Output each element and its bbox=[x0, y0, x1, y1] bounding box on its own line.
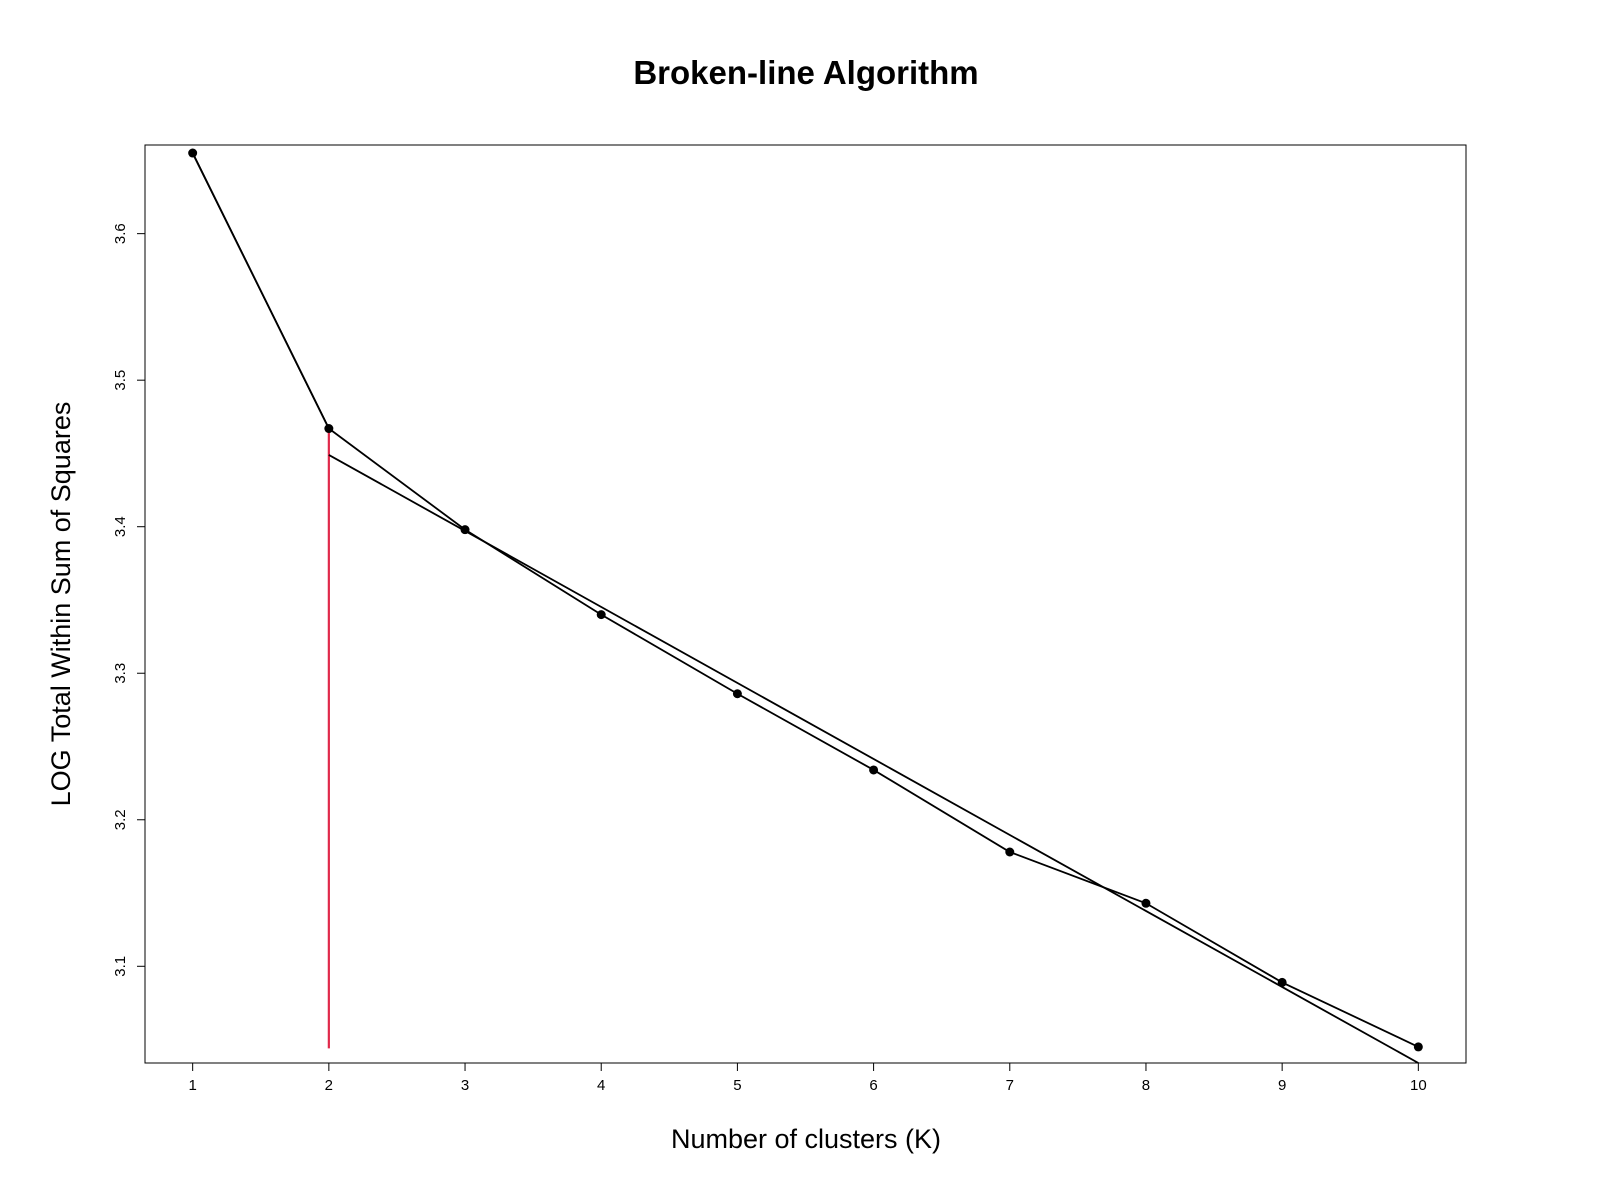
data-point bbox=[1413, 1042, 1423, 1052]
chart-title: Broken-line Algorithm bbox=[633, 54, 978, 91]
x-tick-label: 6 bbox=[869, 1077, 877, 1094]
x-tick-label: 10 bbox=[1410, 1077, 1427, 1094]
x-tick-label: 9 bbox=[1278, 1077, 1286, 1094]
plot-points bbox=[188, 148, 1423, 1052]
data-point bbox=[324, 424, 334, 434]
x-tick-label: 4 bbox=[597, 1077, 605, 1094]
x-tick-label: 8 bbox=[1142, 1077, 1150, 1094]
data-point bbox=[732, 689, 742, 699]
data-point bbox=[188, 148, 198, 158]
x-tick-label: 5 bbox=[733, 1077, 741, 1094]
x-tick-label: 7 bbox=[1006, 1077, 1014, 1094]
y-tick-label: 3.3 bbox=[112, 663, 129, 684]
data-point bbox=[460, 525, 470, 535]
x-tick-label: 2 bbox=[325, 1077, 333, 1094]
y-tick-label: 3.2 bbox=[112, 809, 129, 830]
series-line-3 bbox=[328, 454, 1419, 1064]
y-axis: 3.1 3.2 3.3 3.4 3.5 3.6 bbox=[112, 223, 146, 977]
data-point bbox=[1005, 847, 1015, 857]
y-axis-label: LOG Total Within Sum of Squares bbox=[46, 402, 76, 807]
y-tick-label: 3.5 bbox=[112, 370, 129, 391]
data-point bbox=[1141, 898, 1151, 908]
plot-frame bbox=[144, 144, 1467, 1064]
y-tick-label: 3.1 bbox=[112, 956, 129, 977]
y-tick-label: 3.6 bbox=[112, 223, 129, 244]
x-tick-label: 1 bbox=[188, 1077, 196, 1094]
series-line-2 bbox=[191, 152, 330, 429]
data-point bbox=[869, 765, 879, 775]
data-point bbox=[1277, 977, 1287, 987]
x-tick-label: 3 bbox=[461, 1077, 469, 1094]
x-axis: 1 2 3 4 5 6 7 8 9 10 bbox=[188, 1062, 1427, 1094]
series-line-1 bbox=[191, 152, 1419, 1048]
plot-lines bbox=[191, 152, 1419, 1064]
data-point bbox=[596, 610, 606, 620]
x-axis-label: Number of clusters (K) bbox=[671, 1124, 941, 1154]
y-tick-label: 3.4 bbox=[112, 516, 129, 537]
